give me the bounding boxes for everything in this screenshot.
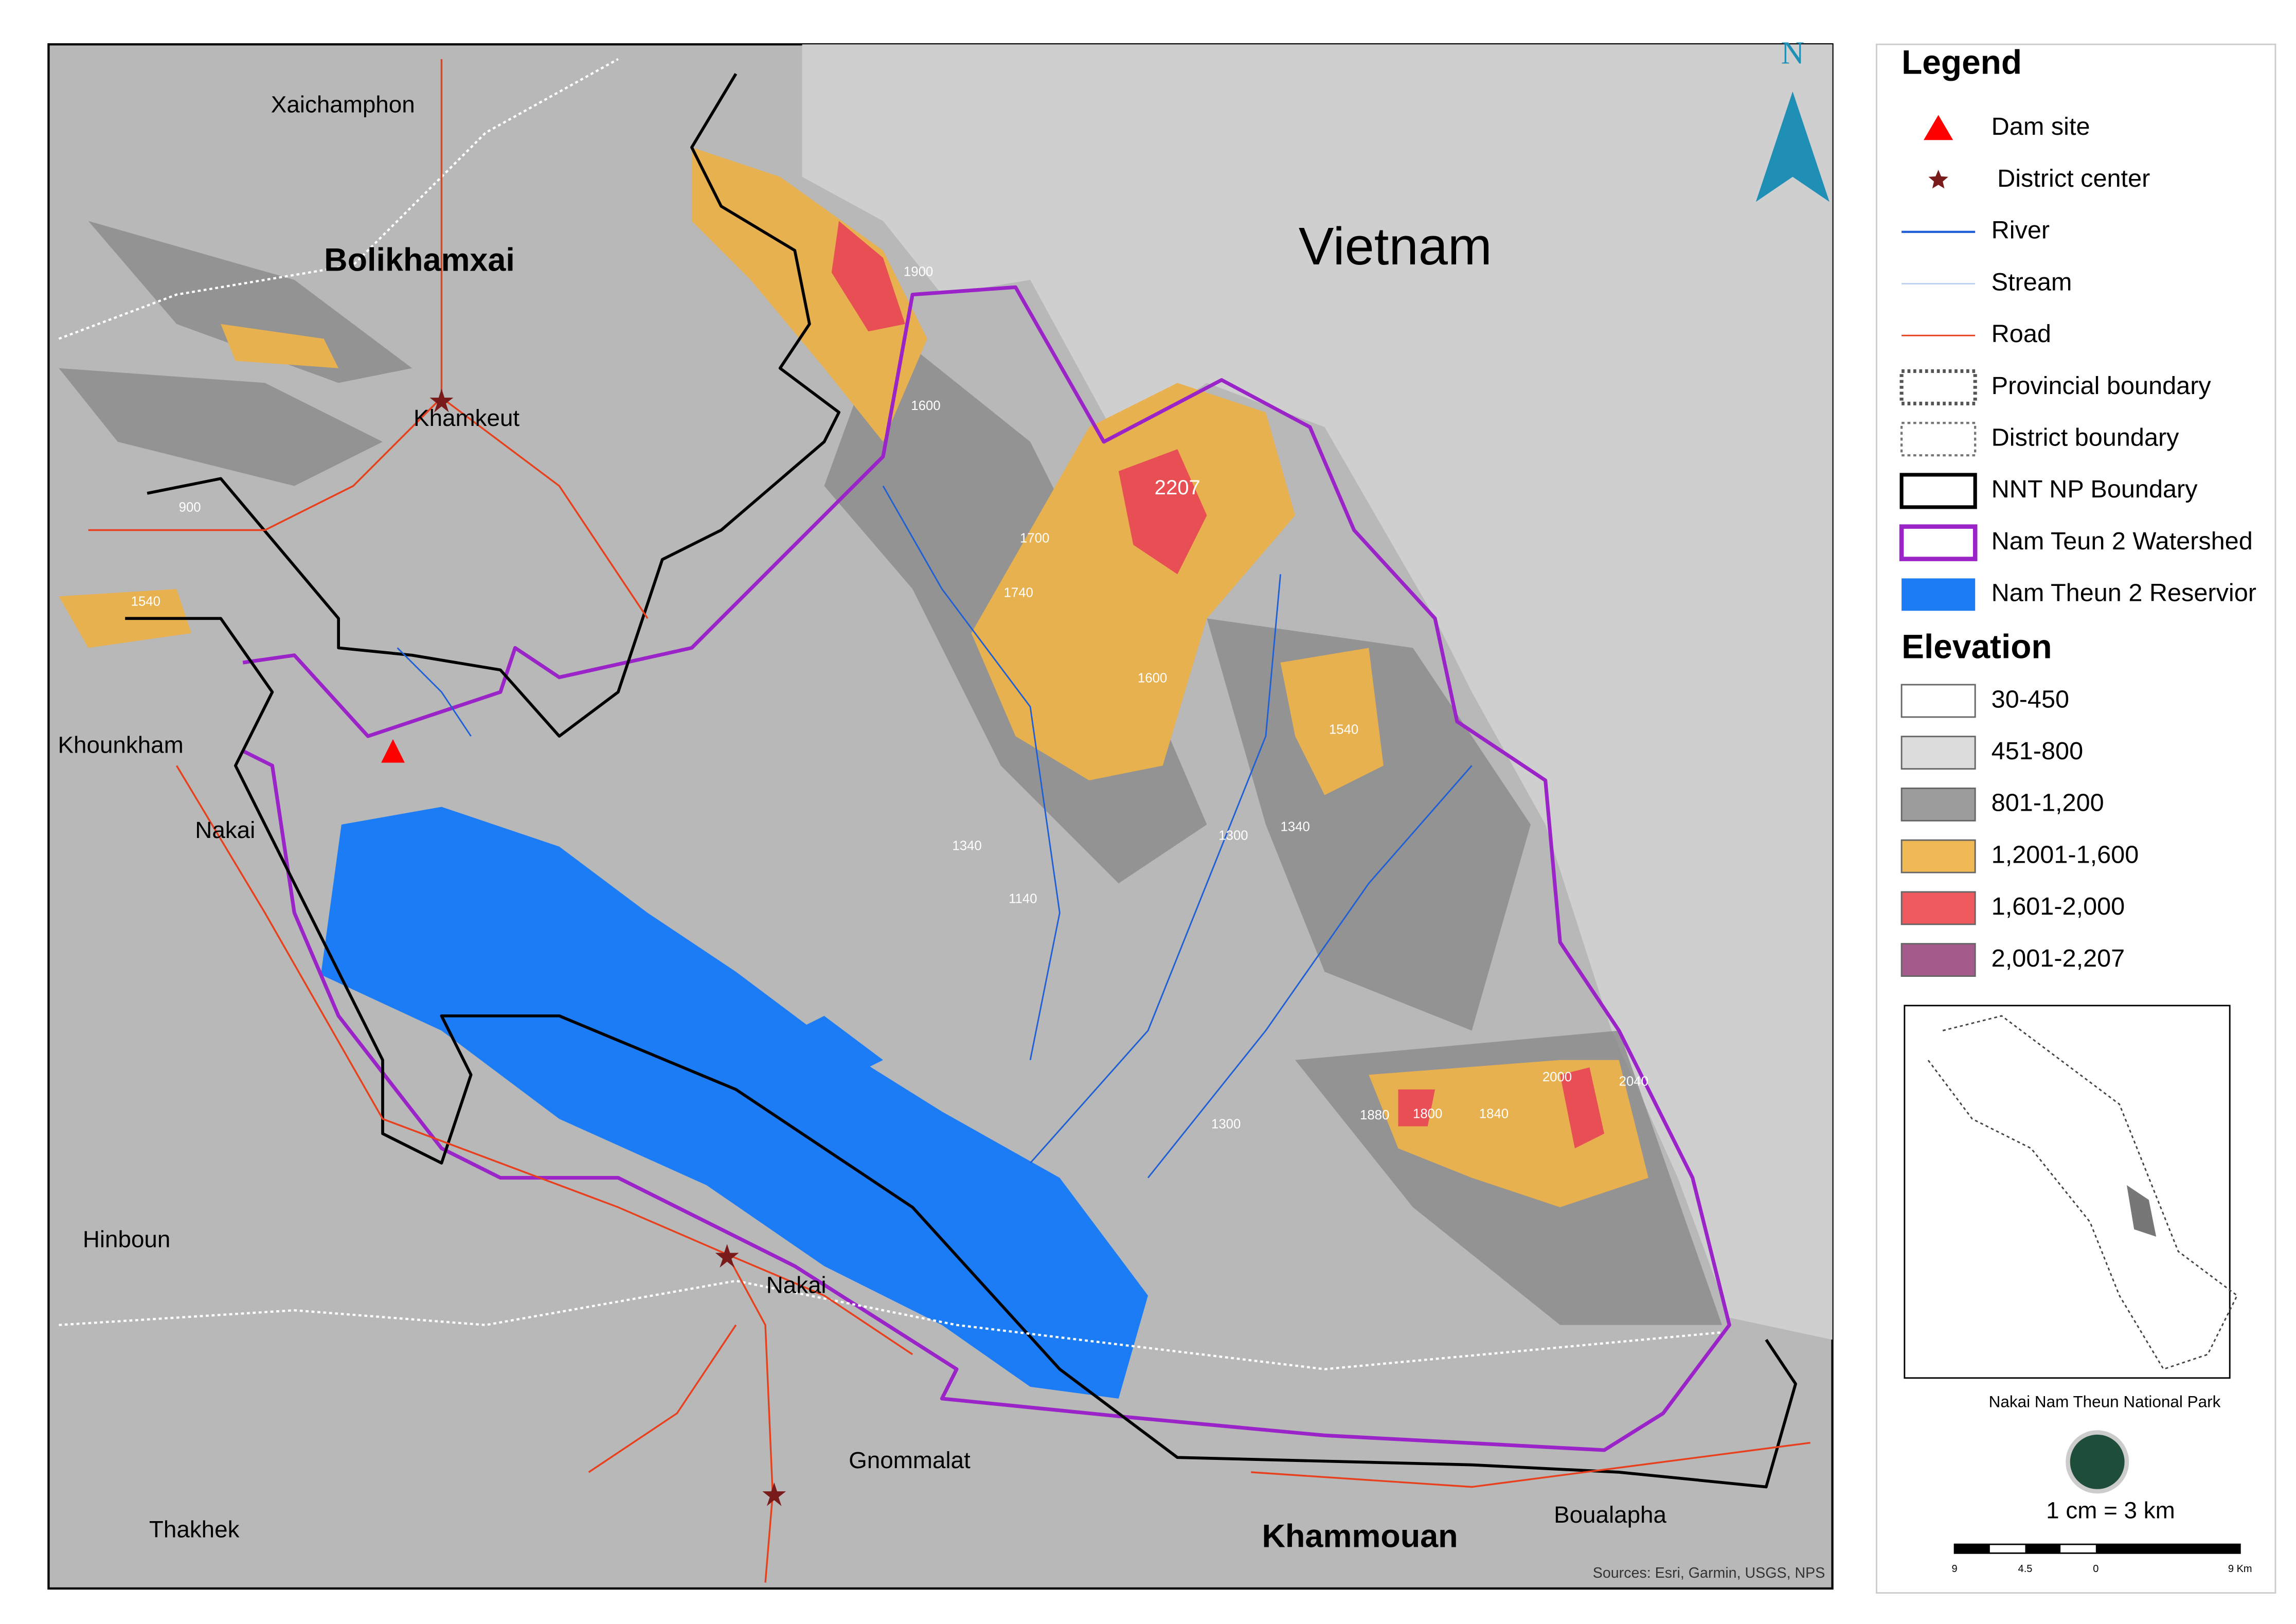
north-arrow: N bbox=[1755, 35, 1829, 202]
legend-symbol bbox=[1924, 115, 1953, 140]
legend-symbol bbox=[1902, 578, 1976, 611]
elevation-label: 2040 bbox=[1619, 1074, 1648, 1088]
elevation-label: 1300 bbox=[1211, 1117, 1241, 1131]
legend-symbol bbox=[1900, 422, 1977, 457]
legend-label: District center bbox=[1997, 165, 2150, 192]
nnt-boundary bbox=[125, 617, 1797, 1489]
north-label: N bbox=[1781, 35, 1804, 71]
reservoir bbox=[765, 1015, 883, 1090]
reservoir bbox=[320, 807, 1148, 1399]
watershed-boundary bbox=[242, 285, 1731, 1452]
elevation-label: 1540 bbox=[1329, 722, 1358, 737]
legend-title: Legend bbox=[1902, 43, 2022, 81]
legend-label: NNT NP Boundary bbox=[1992, 475, 2198, 503]
legend-label: Provincial boundary bbox=[1992, 372, 2212, 400]
elevation-label: 451-800 bbox=[1992, 737, 2083, 765]
elevation-label: 1800 bbox=[1413, 1107, 1442, 1121]
elevation-label: 1,2001-1,600 bbox=[1992, 841, 2139, 868]
elevation-label: 1600 bbox=[911, 399, 940, 413]
elevation-label: 900 bbox=[179, 500, 201, 514]
elevation-label: 1540 bbox=[131, 595, 160, 609]
place-label: Thakhek bbox=[149, 1516, 240, 1542]
legend-symbol bbox=[1928, 170, 1948, 189]
elevation-swatch bbox=[1900, 684, 1976, 718]
elevation-label: 1900 bbox=[904, 265, 933, 279]
roads bbox=[88, 59, 1810, 1583]
elevation-label: 2000 bbox=[1542, 1070, 1572, 1084]
region-label: Khammouan bbox=[1262, 1518, 1458, 1554]
inset-map bbox=[1904, 1005, 2231, 1379]
scale-bar-segment bbox=[1954, 1544, 1990, 1554]
nnt-boundary bbox=[147, 73, 840, 738]
place-label: Xaichamphon bbox=[271, 91, 415, 117]
elevation-label: 1340 bbox=[1281, 819, 1310, 834]
elevation-label: 1140 bbox=[1009, 892, 1037, 906]
region-label: Bolikhamxai bbox=[324, 242, 515, 278]
place-label: Nakai bbox=[195, 817, 255, 843]
legend-symbol bbox=[1899, 369, 1977, 405]
elevation-swatch bbox=[1900, 787, 1976, 822]
dam-site bbox=[381, 739, 405, 763]
inset-park bbox=[2126, 1185, 2157, 1237]
elevation-label: 1880 bbox=[1360, 1108, 1389, 1122]
elevation-swatch bbox=[1900, 891, 1976, 925]
vietnam-area bbox=[802, 44, 1833, 1340]
scale-tick-label: 0 bbox=[2093, 1563, 2098, 1575]
legend-label: Nam Theun 2 Reservior bbox=[1992, 579, 2256, 607]
boundaries bbox=[58, 58, 1797, 1489]
scale-bar-segment bbox=[2095, 1544, 2240, 1554]
rivers bbox=[397, 485, 1473, 1179]
inset-outline bbox=[1927, 1015, 2238, 1370]
place-label: Boualapha bbox=[1554, 1502, 1666, 1528]
elevation-label: 2,001-2,207 bbox=[1992, 944, 2125, 972]
legend-label: River bbox=[1992, 217, 2050, 244]
elevation-swatch bbox=[1900, 736, 1976, 770]
elevation-label: 1340 bbox=[952, 839, 981, 853]
elevation-label: 1600 bbox=[1138, 671, 1167, 685]
place-label: Nakai bbox=[766, 1272, 827, 1298]
place-label: Khounkham bbox=[58, 731, 184, 758]
elevation-label: 1300 bbox=[1218, 829, 1248, 843]
legend-label: Stream bbox=[1992, 268, 2072, 296]
scale-tick-label: 4.5 bbox=[2018, 1563, 2033, 1575]
scale-tick-label: 9 bbox=[1952, 1563, 1958, 1575]
legend-label: Nam Teun 2 Watershed bbox=[1992, 527, 2253, 555]
map: N Vietnam Bolikhamxai Khammouan Sources:… bbox=[47, 35, 1834, 1590]
place-label: Gnommalat bbox=[849, 1447, 971, 1473]
elevation-label: 2207 bbox=[1155, 476, 1200, 499]
elevation-swatch bbox=[1900, 839, 1976, 873]
scale-bar-segment bbox=[2025, 1544, 2061, 1554]
district-centers bbox=[429, 388, 786, 1506]
place-label: Hinboun bbox=[83, 1226, 170, 1253]
elevation-title: Elevation bbox=[1902, 628, 2052, 666]
elevation-label: 801-1,200 bbox=[1992, 789, 2104, 817]
provincial-boundary bbox=[59, 1279, 1723, 1370]
scale-text: 1 cm = 3 km bbox=[2046, 1497, 2175, 1523]
inset-caption: Nakai Nam Theun National Park bbox=[1989, 1393, 2221, 1411]
sources: Sources: Esri, Garmin, USGS, NPS bbox=[1593, 1565, 1825, 1581]
park-logo bbox=[2066, 1430, 2129, 1494]
scale-tick-label: 9 Km bbox=[2228, 1563, 2252, 1575]
elevation-label: 1840 bbox=[1479, 1107, 1509, 1121]
peak-elevation bbox=[831, 221, 1605, 1149]
legend-label: District boundary bbox=[1992, 424, 2180, 452]
legend-symbol bbox=[1899, 473, 1977, 509]
elevation-label: 1740 bbox=[1004, 585, 1033, 600]
high-elevation bbox=[59, 147, 1648, 1207]
legend-label: Dam site bbox=[1992, 113, 2090, 140]
elevation-label: 30-450 bbox=[1992, 685, 2069, 713]
scale-bar bbox=[1953, 1543, 2241, 1554]
elevation-label: 1700 bbox=[1020, 531, 1049, 545]
legend-symbol bbox=[1899, 524, 1978, 561]
place-label: Khamkeut bbox=[414, 405, 519, 431]
region-label: Vietnam bbox=[1299, 217, 1492, 276]
district-boundary bbox=[58, 58, 619, 340]
north-arrow-shape bbox=[1755, 91, 1829, 202]
elevation-swatch bbox=[1900, 943, 1976, 977]
legend-label: Road bbox=[1992, 320, 2051, 348]
elevation-label: 1,601-2,000 bbox=[1992, 893, 2125, 920]
